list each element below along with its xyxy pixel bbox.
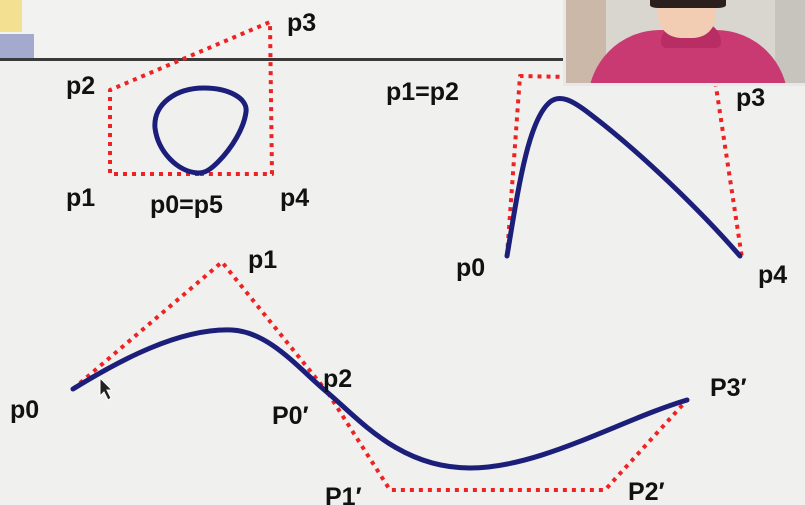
bezier-curve-3a xyxy=(70,327,331,396)
diagram-closed-curve: p3 p2 p1 p0=p5 p4 xyxy=(66,9,316,219)
label-p1: p1 xyxy=(66,184,95,212)
label-p2: p2 xyxy=(66,72,95,100)
label-p4-right: p4 xyxy=(758,261,787,289)
control-polygon-1 xyxy=(108,20,274,176)
bezier-curve-2 xyxy=(504,96,743,259)
closed-bezier-curve xyxy=(152,85,249,176)
header-rule xyxy=(0,58,565,61)
label-P3-prime: P3′ xyxy=(710,374,747,402)
label-p0-right: p0 xyxy=(456,254,485,282)
diagram-coincident-points: p1=p2 p3 p0 p4 xyxy=(386,74,787,289)
label-p1-eq-p2: p1=p2 xyxy=(386,78,459,106)
slide-header-decoration xyxy=(0,0,565,61)
label-p3: p3 xyxy=(287,9,316,37)
header-band xyxy=(0,0,565,58)
label-p0-eq-p5: p0=p5 xyxy=(150,191,223,219)
label-p1-lower: p1 xyxy=(248,246,277,274)
label-P0-prime: P0′ xyxy=(272,402,309,430)
label-P1-prime: P1′ xyxy=(325,483,362,505)
label-p4: p4 xyxy=(280,184,309,212)
label-p0-lower: p0 xyxy=(10,396,39,424)
mouse-cursor-icon xyxy=(99,376,114,401)
lecturer-hair xyxy=(650,0,726,8)
control-polygon-3b xyxy=(326,391,689,492)
lecturer-video-inset xyxy=(563,0,805,86)
bezier-curve-3b xyxy=(325,390,690,471)
diagram-joined-segments: p1 p0 p2 P0′ P1′ P2′ P3′ xyxy=(10,246,747,505)
label-P2-prime: P2′ xyxy=(628,478,665,505)
label-p3-right: p3 xyxy=(736,84,765,112)
control-polygon-3a xyxy=(71,260,330,395)
control-polygon-2 xyxy=(505,74,744,259)
label-p2-lower: p2 xyxy=(323,365,352,393)
